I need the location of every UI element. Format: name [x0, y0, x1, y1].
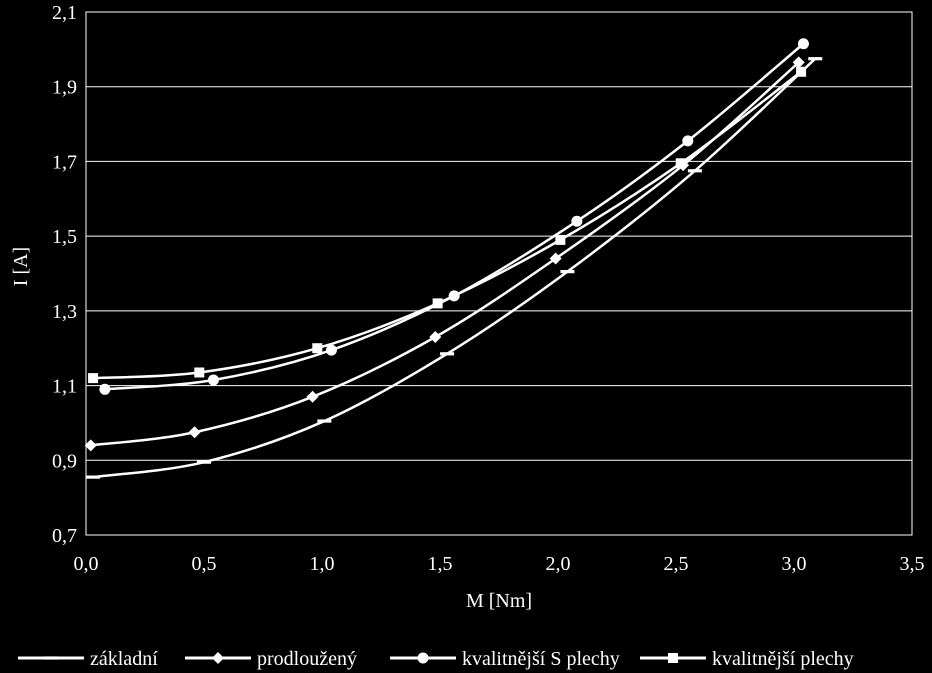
data-point: [675, 158, 686, 169]
data-point: [796, 66, 807, 77]
x-tick-label: 1,0: [310, 553, 335, 575]
data-point: [682, 135, 694, 147]
legend-item: prodloužený: [185, 648, 357, 670]
y-tick-label: 0,9: [52, 450, 77, 472]
legend: základní prodloužený kvalitnější S plechy k…: [18, 648, 854, 670]
legend-item: kvalitnější S plechy: [390, 648, 620, 670]
y-tick-label: 1,3: [52, 301, 77, 323]
legend-label: prodloužený: [257, 648, 357, 670]
legend-item: základní: [18, 648, 158, 670]
legend-item: kvalitnější plechy: [640, 648, 854, 670]
y-tick-label: 1,1: [52, 376, 77, 398]
legend-swatch-marker: [44, 656, 58, 660]
data-point: [808, 57, 823, 61]
data-point: [325, 344, 337, 356]
x-tick-label: 2,0: [546, 553, 571, 575]
x-tick-label: 0,5: [192, 553, 217, 575]
y-tick-label: 0,7: [52, 525, 77, 547]
y-tick-label: 1,7: [52, 151, 77, 173]
data-point: [207, 374, 219, 386]
data-point: [792, 56, 805, 69]
y-tick-label: 2,1: [52, 2, 77, 24]
data-point: [571, 215, 583, 227]
data-point: [84, 439, 97, 452]
data-point: [306, 390, 319, 403]
data-point: [560, 270, 575, 274]
x-axis-tick-labels: 0,0 0,5 1,0 1,5 2,0 2,5 3,0 3,5: [74, 553, 925, 575]
data-point: [687, 169, 702, 173]
x-tick-label: 3,0: [782, 553, 807, 575]
data-point: [797, 38, 809, 50]
series-4: [88, 66, 807, 384]
legend-label: kvalitnější S plechy: [462, 648, 620, 670]
data-point: [197, 460, 211, 464]
x-axis-title: M [Nm]: [466, 590, 532, 612]
data-point: [317, 419, 332, 423]
data-point: [194, 367, 205, 378]
data-point: [440, 352, 455, 356]
data-point: [549, 252, 562, 265]
plot-area-frame: [85, 11, 913, 536]
y-axis-tick-labels: 0,7 0,9 1,1 1,3 1,5 1,7 1,9 2,1: [52, 2, 77, 547]
data-point: [432, 298, 443, 309]
legend-label: kvalitnější plechy: [712, 648, 854, 670]
x-tick-label: 3,5: [900, 553, 925, 575]
data-point: [188, 426, 201, 439]
y-axis-title: I [A]: [10, 247, 32, 286]
series-layer: [84, 38, 823, 479]
series-1: [86, 57, 823, 479]
legend-swatch-marker: [417, 652, 429, 664]
x-tick-label: 0,0: [74, 553, 99, 575]
x-tick-label: 1,5: [428, 553, 453, 575]
data-point: [312, 343, 323, 354]
data-point: [429, 331, 442, 344]
y-tick-label: 1,5: [52, 226, 77, 248]
x-tick-label: 2,5: [664, 553, 689, 575]
data-point: [88, 373, 99, 384]
legend-label: základní: [90, 648, 158, 670]
legend-swatch-marker: [212, 652, 224, 664]
data-point: [555, 234, 566, 245]
data-point: [99, 383, 111, 395]
y-tick-label: 1,9: [52, 77, 77, 99]
data-point: [86, 475, 101, 479]
legend-swatch-marker: [668, 653, 678, 663]
